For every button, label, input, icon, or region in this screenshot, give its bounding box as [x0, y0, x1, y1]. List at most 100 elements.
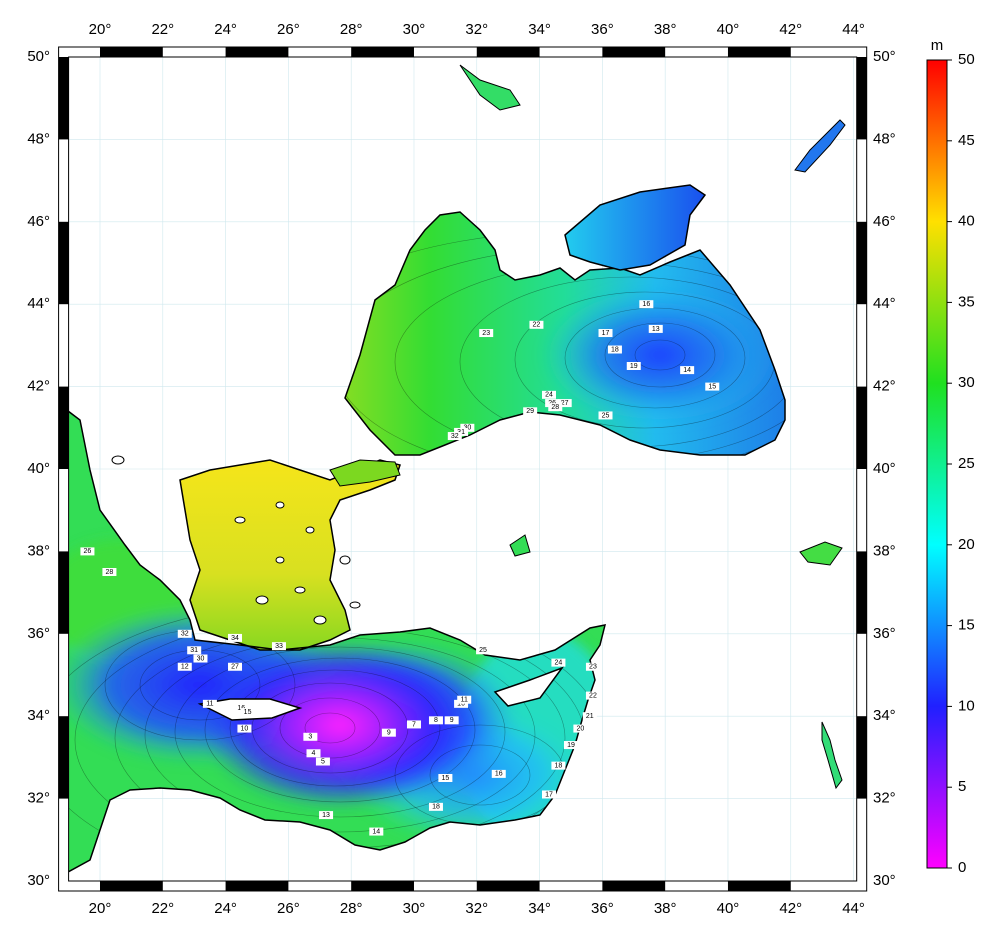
frame-bar [351, 47, 414, 57]
contour-label-box [680, 366, 695, 375]
colorbar-tick-label: 25 [958, 455, 975, 472]
contour-label-box [607, 345, 622, 354]
lat-tick-label: 34° [873, 707, 896, 724]
lat-tick-label: 36° [27, 625, 50, 642]
contour-label: 25 [602, 412, 610, 419]
contour-label-box [529, 320, 544, 329]
contour-label-box [476, 646, 491, 655]
frame-bar [602, 881, 666, 891]
lon-tick-label: 38° [654, 900, 677, 917]
contour-label-box [381, 728, 396, 737]
contour-label: 15 [244, 709, 252, 716]
contour-label: 27 [231, 664, 239, 671]
contour-label: 33 [275, 643, 283, 650]
mediterranean-coast [68, 410, 607, 873]
contour-label: 20 [576, 725, 584, 732]
contour-label: 28 [551, 404, 559, 411]
contour-label: 15 [441, 775, 449, 782]
contour-label: 23 [589, 664, 597, 671]
contour-label: 4 [312, 750, 316, 757]
colorbar-tick-label: 5 [958, 778, 966, 795]
contour-label-box [541, 390, 556, 399]
contour-label-box [447, 432, 462, 441]
contour-label: 19 [567, 742, 575, 749]
lon-tick-label: 30° [403, 900, 426, 917]
contour-label: 14 [683, 367, 691, 374]
frame-bar [225, 47, 289, 57]
frame-bar [856, 716, 867, 799]
contour-label-box [177, 629, 192, 638]
frame-bar [58, 716, 69, 799]
contour-label-box [454, 427, 469, 436]
lat-tick-label: 32° [27, 790, 50, 807]
contour-label: 5 [321, 758, 325, 765]
contour-label: 28 [106, 569, 114, 576]
colorbar-ticks: 0 5 10 15 20 25 30 35 40 45 50 [947, 51, 975, 876]
colorbar-tick-label: 20 [958, 536, 975, 553]
azov-sea [564, 184, 707, 271]
contour-label: 13 [322, 812, 330, 819]
lat-tick-label: 48° [873, 130, 896, 147]
lon-tick-label: 28° [340, 21, 363, 38]
lat-tick-label: 42° [27, 378, 50, 395]
contour-label-box [234, 703, 249, 712]
colorbar-tick-label: 50 [958, 51, 975, 68]
contour-label: 16 [642, 301, 650, 308]
contour-label: 16 [495, 771, 503, 778]
axes: 20° 20° 22° 22° 24° 24° 26° 26° 28° 28° 30° 30° 32° 3… [27, 21, 895, 917]
lon-tick-label: 32° [465, 21, 488, 38]
contour-label: 22 [533, 322, 541, 329]
contour-label-box [626, 362, 641, 370]
contour-label-box [177, 662, 192, 671]
colorbar-tick-label: 10 [958, 697, 975, 714]
contour-label-box [438, 774, 453, 782]
contour-label: 25 [479, 647, 487, 654]
frame-bar [727, 881, 791, 891]
contour-label: 19 [630, 363, 638, 370]
contour-label: 21 [586, 713, 594, 720]
contour-label-box [491, 769, 506, 778]
lake-van [799, 541, 843, 566]
aegean-sea [179, 459, 401, 651]
frame-bar [727, 47, 791, 57]
contour-label: 32 [181, 631, 189, 638]
contour-label-box [428, 716, 443, 725]
frame-bar [58, 57, 69, 140]
colorbar-tick-label: 35 [958, 293, 975, 310]
frame-bar [856, 386, 867, 469]
lat-tick-label: 30° [27, 872, 50, 889]
contour-label: 34 [231, 635, 239, 642]
lat-tick-label: 42° [873, 378, 896, 395]
colorbar-tick-label: 40 [958, 213, 975, 230]
contour-label: 12 [181, 664, 189, 671]
lon-tick-label: 34° [528, 21, 551, 38]
contour-label-box [240, 708, 255, 717]
contour-label: 10 [241, 725, 249, 732]
contour-label: 18 [611, 346, 619, 353]
colorbar-tick-label: 30 [958, 374, 975, 391]
contour-label-box [306, 749, 321, 758]
frame-bar [602, 47, 666, 57]
contour-label: 11 [206, 701, 213, 708]
frame-bar [476, 881, 540, 891]
contour-label: 18 [555, 762, 563, 769]
dead-sea [821, 721, 843, 790]
contour-label: 27 [561, 400, 569, 407]
contour-label: 26 [84, 548, 92, 555]
reservoir [794, 119, 846, 173]
contour-label-box [648, 324, 663, 333]
contour-label-box [545, 399, 560, 408]
contour-label-box [557, 399, 572, 408]
contour-label-box [541, 790, 556, 799]
lat-tick-label: 38° [27, 542, 50, 559]
colorbar-tick-label: 0 [958, 859, 966, 876]
lon-tick-label: 24° [214, 21, 237, 38]
contour-label-box [303, 732, 318, 741]
lon-tick-label: 26° [277, 21, 300, 38]
dnieper-reservoir [459, 64, 521, 111]
lat-tick-label: 44° [27, 295, 50, 312]
frame-bar [225, 881, 289, 891]
contour-label: 8 [434, 717, 438, 724]
